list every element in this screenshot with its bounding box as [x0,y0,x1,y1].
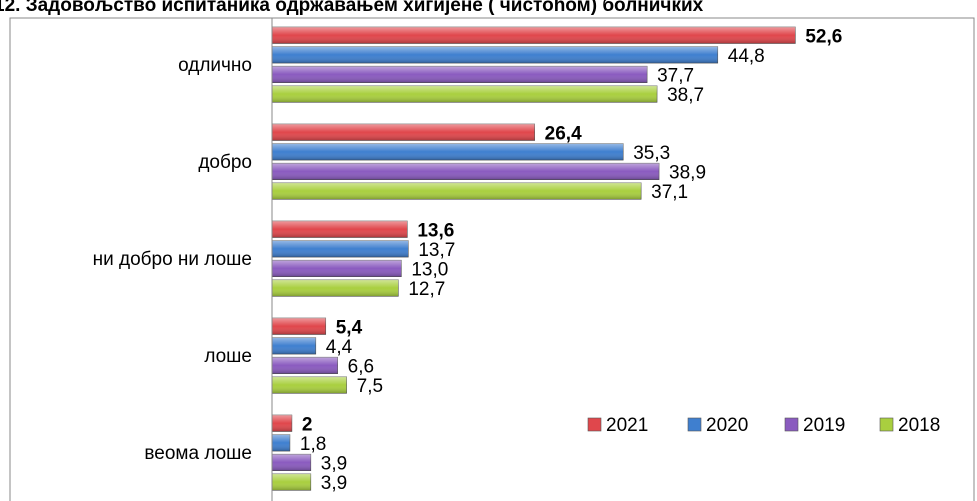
legend-swatch [784,417,799,432]
bar-shade [272,415,292,432]
bar-shade [272,143,624,161]
bar-shade [272,182,642,200]
data-label: 38,9 [669,162,706,183]
data-label: 35,3 [633,143,670,164]
data-label: 37,7 [657,65,694,86]
bar-shade [272,124,535,141]
bar-shade [272,46,718,64]
bar-shade [272,279,399,297]
data-label: 44,8 [728,46,765,67]
bar-shade [272,27,796,44]
y-tick-label: веома лоше [144,443,252,464]
bar-shade [272,357,338,374]
plot-frame [9,17,975,501]
legend-label: 2019 [803,415,845,436]
data-label: 1,8 [300,434,326,455]
data-label: 3,9 [321,473,347,494]
data-label: 13,6 [417,220,454,241]
data-label: 26,4 [545,123,582,144]
data-label: 6,6 [348,356,374,377]
y-tick-label: добро [198,152,252,173]
bar-shade [272,473,311,491]
legend-label: 2021 [606,415,648,436]
chart-title: 12. Задовољство испитаника одржавањем хи… [0,0,704,16]
data-label: 38,7 [667,85,704,106]
data-label: 52,6 [805,26,842,47]
data-label: 2 [302,414,313,435]
bar-shade [272,163,660,180]
data-label: 12,7 [408,279,445,300]
bar-shade [272,260,402,277]
data-label: 7,5 [357,376,383,397]
data-label: 3,9 [321,453,347,474]
bar-shade [272,337,316,355]
bar-shade [272,221,408,238]
legend-swatch [879,417,894,432]
y-tick-label: лоше [204,346,252,367]
legend-label: 2020 [706,415,748,436]
legend-swatch [687,417,702,432]
data-label: 13,7 [418,240,455,261]
data-label: 5,4 [336,317,363,338]
y-tick-label: одлично [178,55,252,76]
bar-shade [272,240,409,258]
bar-shade [272,318,326,335]
bar-shade [272,434,290,452]
data-label: 13,0 [411,259,448,280]
data-label: 37,1 [651,182,688,203]
bar-shade [272,85,658,103]
bar-shade [272,376,347,394]
y-tick-label: ни добро ни лоше [93,249,252,270]
bar-shade [272,454,311,471]
legend-swatch [587,417,602,432]
data-label: 4,4 [326,337,353,358]
legend-label: 2018 [898,415,940,436]
bar-shade [272,66,648,83]
